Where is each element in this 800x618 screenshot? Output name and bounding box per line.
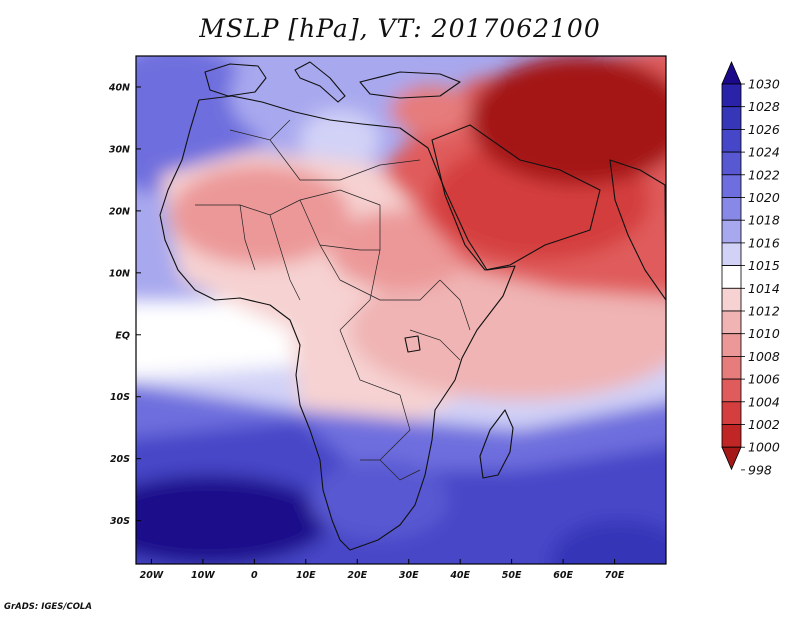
colorbar-box [721,287,742,312]
chart-title: MSLP [hPa], VT: 2017062100 [199,14,601,43]
plot-area [135,55,667,565]
madagascar-coastline [479,409,514,479]
colorbar-label: 1020 [748,190,780,205]
colorbar-box [721,355,742,380]
colorbar: 1030 1028 1026 1024 1022 1020 1018 1016 1015 1014… [721,60,780,477]
lat-tick-label: 30N [109,144,130,155]
colorbar-box [721,174,742,198]
arabia-coastline [431,124,601,271]
lake-victoria [404,335,421,353]
colorbar-box [721,424,742,448]
lon-tick-label: 60E [553,570,573,581]
colorbar-box [721,197,742,221]
field-south-atlantic-high [136,475,330,564]
field-south-africa-high [310,460,450,540]
lon-tick-label: 50E [502,570,522,581]
field-libya-high [300,110,380,170]
colorbar-label: 1012 [748,304,780,319]
colorbar-label: 1002 [748,417,780,432]
colorbar-box [721,310,742,335]
colorbar-box [721,333,742,357]
colorbar-label: 1028 [748,99,780,114]
lat-tick-label: EQ [115,330,130,341]
field-sahara-low [170,165,350,265]
lon-tick-label: 10W [191,570,215,581]
lon-tick-label: 0 [251,570,258,581]
colorbar-box [721,242,742,266]
plot-frame [135,55,667,565]
colorbar-label: 1016 [748,235,780,250]
iberia-coastline [204,63,267,97]
italy-coastline [294,61,346,103]
lat-tick-label: 20N [109,206,130,217]
lat-tick-label: 10S [110,392,130,403]
lat-tick-label: 20S [110,454,130,465]
latitude-axis: 40N 30N 20N 10N EQ 10S 20S 30S [108,82,141,527]
colorbar-label: 1030 [748,77,780,92]
lon-tick-label: 30E [399,570,419,581]
colorbar-label: 1004 [748,394,780,409]
colorbar-label: 1018 [748,213,780,228]
field-south-indian-high [550,520,666,564]
colorbar-box [721,106,742,130]
lon-tick-label: 70E [605,570,625,581]
colorbar-label: 1024 [748,145,780,160]
colorbar-box [721,378,742,403]
coastlines [159,61,666,551]
africa-coastline [159,95,516,551]
lon-tick-label: 40E [449,570,470,581]
field-equatorial-atlantic [136,300,300,378]
country-borders [195,119,471,481]
colorbar-label: 1000 [748,440,780,455]
colorbar-box [721,151,742,176]
colorbar-label: 998 [748,462,772,477]
field-levant [390,85,470,135]
lat-tick-label: 10N [109,268,130,279]
colorbar-box [721,401,742,425]
colorbar-box [721,265,742,289]
colorbar-label: 1026 [748,122,780,137]
lon-tick-label: 20E [347,570,367,581]
lat-tick-label: 30S [110,516,130,527]
field-east-africa [350,260,666,400]
colorbar-box [721,128,742,153]
colorbar-label: 1006 [748,372,780,387]
colorbar-label: 1015 [748,258,780,273]
longitude-axis: 20W 10W 0 10E 20E 30E 40E 50E 60E 70E [140,559,625,581]
lon-tick-label: 20W [140,570,164,581]
border-lines [195,119,471,481]
colorbar-box [721,219,742,244]
lat-tick-label: 40N [108,82,130,93]
footer-credit: GrADS: IGES/COLA [4,602,92,612]
colorbar-label: 1014 [748,281,780,296]
colorbar-bottom-arrow [721,446,742,471]
colorbar-label: 1008 [748,349,780,364]
colorbar-box [721,83,742,108]
colorbar-label: 1022 [748,167,780,182]
india-coastline [609,159,666,301]
lon-tick-label: 10E [296,570,316,581]
colorbar-label: 1010 [748,326,780,341]
colorbar-top-arrow [721,60,742,85]
turkey-coastline [359,71,461,99]
field-iran-pakistan-low [470,56,666,185]
pressure-field [136,56,666,564]
